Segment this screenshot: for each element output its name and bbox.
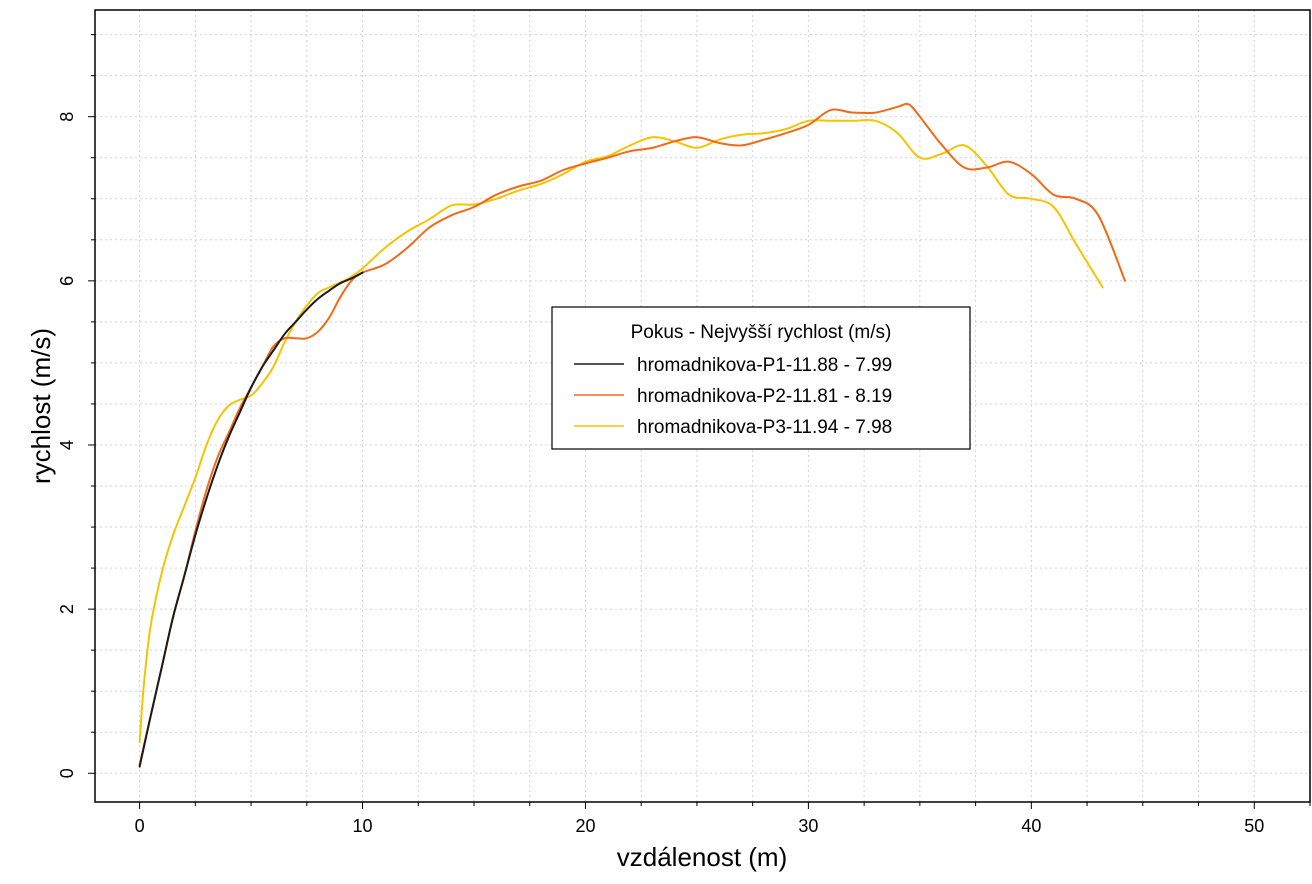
series-line-2: [138, 102, 1126, 767]
y-axis-title: rychlost (m/s): [26, 328, 56, 484]
x-tick-label: 10: [353, 816, 373, 836]
y-tick-label: 8: [57, 112, 77, 122]
tick-labels: 0 10 20 30 40 50 0 2 4 6 8: [57, 112, 1264, 836]
x-tick-label: 30: [798, 816, 818, 836]
x-tick-label: 20: [575, 816, 595, 836]
y-tick-label: 0: [57, 768, 77, 778]
legend-entry-label: hromadnikova-P1-11.88 - 7.99: [637, 355, 892, 376]
legend: Pokus - Nejvyšší rychlost (m/s) hromadni…: [551, 306, 971, 450]
series-line-3: [138, 118, 1104, 744]
legend-entry-label: hromadnikova-P3-11.94 - 7.98: [637, 417, 892, 438]
legend-title: Pokus - Nejvyšší rychlost (m/s): [631, 322, 892, 343]
legend-entry-label: hromadnikova-P2-11.81 - 8.19: [637, 386, 892, 407]
y-tick-label: 6: [57, 276, 77, 286]
series-lines: [138, 102, 1126, 768]
legend-entries: hromadnikova-P1-11.88 - 7.99 hromadnikova…: [574, 355, 892, 438]
x-axis-title: vzdálenost (m): [617, 842, 788, 872]
series-line-1: [138, 271, 364, 768]
x-tick-label: 50: [1244, 816, 1264, 836]
y-tick-label: 2: [57, 604, 77, 614]
plot-frame: [94, 9, 1311, 803]
x-tick-label: 0: [135, 816, 145, 836]
y-tick-label: 4: [57, 440, 77, 450]
x-tick-label: 40: [1021, 816, 1041, 836]
